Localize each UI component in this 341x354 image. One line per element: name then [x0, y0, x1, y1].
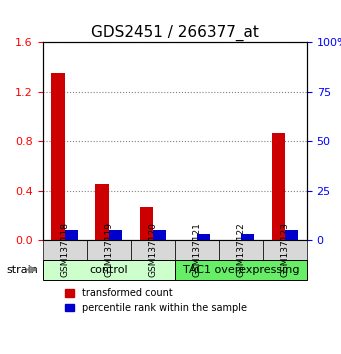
Bar [65, 230, 78, 240]
FancyBboxPatch shape [263, 240, 307, 260]
Text: GSM137121: GSM137121 [192, 222, 201, 277]
Text: control: control [89, 265, 128, 275]
Legend: transformed count, percentile rank within the sample: transformed count, percentile rank withi… [61, 284, 251, 317]
Text: strain: strain [6, 265, 38, 275]
Bar [241, 234, 254, 240]
Text: GSM137119: GSM137119 [104, 222, 113, 278]
FancyBboxPatch shape [43, 240, 87, 260]
FancyBboxPatch shape [175, 260, 307, 280]
FancyBboxPatch shape [175, 240, 219, 260]
FancyBboxPatch shape [43, 260, 175, 280]
Text: TAC1 overexpressing: TAC1 overexpressing [182, 265, 299, 275]
Bar [139, 207, 153, 240]
Text: GSM137123: GSM137123 [280, 222, 290, 277]
FancyBboxPatch shape [131, 240, 175, 260]
Bar [51, 73, 65, 240]
Bar [95, 184, 109, 240]
Text: GSM137122: GSM137122 [236, 223, 245, 277]
FancyBboxPatch shape [87, 240, 131, 260]
Title: GDS2451 / 266377_at: GDS2451 / 266377_at [91, 25, 259, 41]
Bar [109, 230, 122, 240]
FancyBboxPatch shape [219, 240, 263, 260]
Text: GSM137120: GSM137120 [148, 222, 157, 277]
Bar [285, 230, 298, 240]
Bar [153, 230, 166, 240]
Bar [197, 234, 210, 240]
Bar [272, 133, 285, 240]
Text: GSM137118: GSM137118 [60, 222, 69, 278]
